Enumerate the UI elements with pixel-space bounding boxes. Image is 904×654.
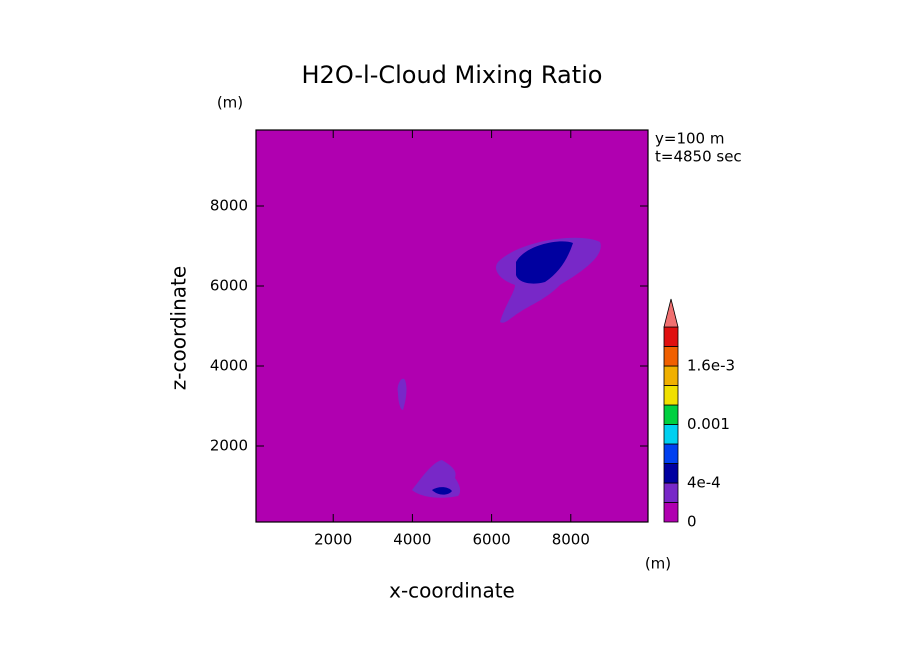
x-tick-label: 4000 <box>393 531 431 549</box>
contour-field <box>256 130 648 522</box>
colorbar-box <box>663 326 679 347</box>
annotation: t=4850 sec <box>655 148 742 166</box>
colorbar-tick-label: 0 <box>687 513 697 531</box>
contour-region <box>397 378 407 410</box>
x-unit: (m) <box>645 555 671 573</box>
x-tick-label: 6000 <box>473 531 511 549</box>
colorbar-tick-label: 0.001 <box>687 415 730 433</box>
colorbar-box <box>663 463 679 484</box>
x-axis-label: x-coordinate <box>389 579 515 603</box>
colorbar-extension <box>663 298 679 328</box>
colorbar-box <box>663 385 679 406</box>
colorbar-tick-label: 4e-4 <box>687 474 721 492</box>
colorbar-box <box>663 346 679 367</box>
colorbar-box <box>663 365 679 386</box>
colorbar-tick-label: 1.6e-3 <box>687 357 735 375</box>
annotation: y=100 m <box>655 130 724 148</box>
y-axis-label: z-coordinate <box>167 266 191 390</box>
y-tick-label: 6000 <box>210 277 248 295</box>
chart-title: H2O-l-Cloud Mixing Ratio <box>302 61 603 89</box>
y-tick-label: 2000 <box>210 437 248 455</box>
x-tick-label: 2000 <box>314 531 352 549</box>
colorbar-box <box>663 443 679 464</box>
x-tick-label: 8000 <box>552 531 590 549</box>
y-tick-label: 8000 <box>210 197 248 215</box>
plot-frame <box>255 129 649 523</box>
colorbar-box <box>663 482 679 503</box>
y-unit: (m) <box>217 94 243 112</box>
contour-background <box>256 130 648 522</box>
colorbar-box <box>663 424 679 445</box>
y-tick-label: 4000 <box>210 357 248 375</box>
colorbar-box <box>663 404 679 425</box>
contour-region <box>516 241 573 284</box>
colorbar-box <box>663 502 679 523</box>
contour-region <box>432 487 452 495</box>
